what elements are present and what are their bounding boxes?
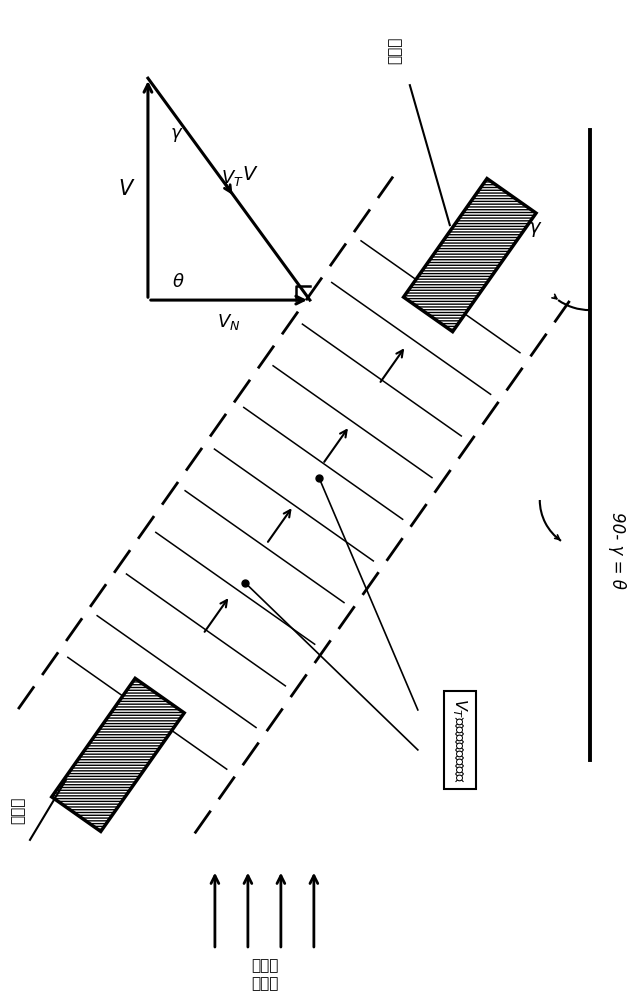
Polygon shape [52, 678, 184, 831]
Text: V: V [242, 165, 255, 184]
Text: $V_N$: $V_N$ [217, 312, 241, 332]
Polygon shape [404, 179, 536, 332]
Text: 平均流
的方向: 平均流 的方向 [251, 959, 279, 991]
Text: V: V [119, 179, 133, 199]
Text: $V_T$方向上的颗粒偏转: $V_T$方向上的颗粒偏转 [450, 698, 469, 782]
Text: 反射器: 反射器 [387, 36, 403, 64]
Text: 换能器: 换能器 [11, 796, 26, 824]
Text: γ: γ [170, 124, 181, 142]
Text: θ: θ [172, 273, 184, 291]
Text: γ: γ [529, 218, 540, 237]
Text: $V_T$: $V_T$ [221, 168, 244, 188]
Text: 90- γ = θ: 90- γ = θ [608, 512, 626, 588]
